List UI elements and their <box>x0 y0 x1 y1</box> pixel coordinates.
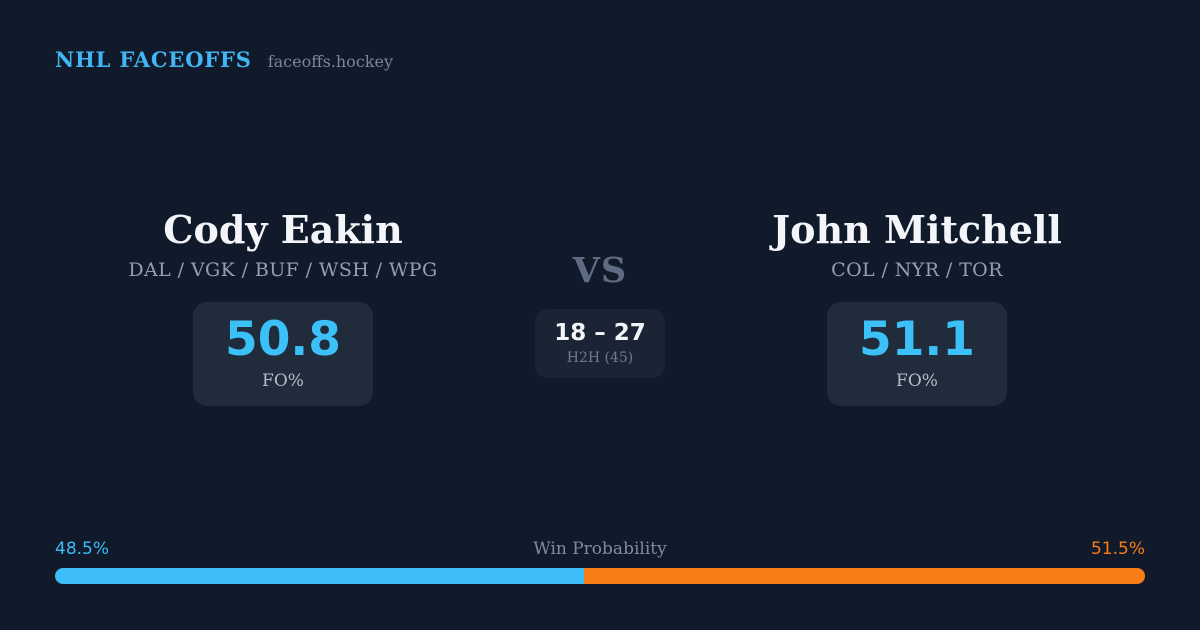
player-left-column: Cody Eakin DAL / VGK / BUF / WSH / WPG 5… <box>55 207 511 407</box>
player-right-column: John Mitchell COL / NYR / TOR 51.1 FO% <box>760 207 1074 407</box>
h2h-box: 18 – 27 H2H (45) <box>535 309 665 378</box>
versus-column: VS 18 – 27 H2H (45) <box>520 253 680 378</box>
win-probability-bar <box>55 568 1145 584</box>
player-left-stat-label: FO% <box>262 371 304 392</box>
player-right-teams: COL / NYR / TOR <box>831 258 1003 281</box>
vs-label: VS <box>572 250 628 291</box>
player-left-teams: DAL / VGK / BUF / WSH / WPG <box>128 258 438 281</box>
brand-title: NHL FACEOFFS <box>55 47 252 72</box>
player-left-stat-value: 50.8 <box>225 311 341 367</box>
site-domain: faceoffs.hockey <box>267 52 393 71</box>
win-probability-labels: 48.5% Win Probability 51.5% <box>55 539 1145 559</box>
player-right-name: John Mitchell <box>772 207 1062 252</box>
win-probability-left-pct: 48.5% <box>55 539 110 559</box>
win-bar-left <box>55 568 584 584</box>
player-left-stat-box: 50.8 FO% <box>193 301 373 407</box>
player-right-stat-value: 51.1 <box>859 311 975 367</box>
win-probability-section: 48.5% Win Probability 51.5% <box>55 539 1145 584</box>
win-probability-title: Win Probability <box>533 539 667 559</box>
player-right-stat-label: FO% <box>896 371 938 392</box>
h2h-label: H2H (45) <box>566 349 634 366</box>
player-right-stat-box: 51.1 FO% <box>827 301 1007 407</box>
win-probability-right-pct: 51.5% <box>1090 539 1145 559</box>
win-bar-right <box>583 568 1145 584</box>
player-left-name: Cody Eakin <box>163 207 403 252</box>
h2h-score: 18 – 27 <box>554 320 646 346</box>
header: NHL FACEOFFS faceoffs.hockey <box>55 47 393 72</box>
